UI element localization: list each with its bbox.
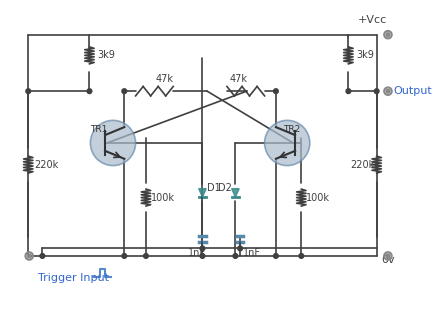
Text: 1nF: 1nF: [188, 248, 206, 258]
Circle shape: [122, 254, 127, 258]
Circle shape: [90, 120, 135, 165]
Text: D1: D1: [207, 183, 221, 193]
Circle shape: [122, 89, 127, 94]
Polygon shape: [232, 189, 239, 197]
Circle shape: [299, 254, 304, 258]
Circle shape: [26, 89, 31, 94]
Text: 100k: 100k: [306, 192, 330, 203]
Text: 47k: 47k: [156, 74, 174, 84]
Text: Output: Output: [394, 86, 432, 96]
Text: 3k9: 3k9: [97, 50, 115, 61]
Text: 220k: 220k: [34, 160, 58, 170]
Text: 47k: 47k: [229, 74, 247, 84]
Circle shape: [200, 246, 205, 251]
Text: TR1: TR1: [90, 125, 108, 134]
Text: 220k: 220k: [350, 160, 375, 170]
Circle shape: [265, 120, 310, 165]
Circle shape: [200, 254, 205, 258]
Circle shape: [346, 89, 351, 94]
Circle shape: [386, 33, 390, 36]
Text: 3k9: 3k9: [356, 50, 374, 61]
Circle shape: [374, 89, 379, 94]
Circle shape: [233, 254, 238, 258]
Circle shape: [238, 246, 243, 251]
Text: 1nF: 1nF: [243, 248, 261, 258]
Circle shape: [386, 89, 390, 93]
Circle shape: [273, 89, 278, 94]
Circle shape: [27, 254, 31, 258]
Circle shape: [87, 89, 92, 94]
Text: 0v: 0v: [381, 256, 395, 266]
Circle shape: [386, 254, 390, 258]
Text: TR2: TR2: [283, 125, 300, 134]
Text: D2: D2: [218, 183, 232, 193]
Text: 100k: 100k: [151, 192, 174, 203]
Circle shape: [144, 254, 148, 258]
Circle shape: [40, 254, 45, 258]
Text: +Vcc: +Vcc: [357, 15, 387, 25]
Circle shape: [273, 254, 278, 258]
Polygon shape: [199, 189, 206, 197]
Text: Trigger Input: Trigger Input: [38, 273, 108, 283]
